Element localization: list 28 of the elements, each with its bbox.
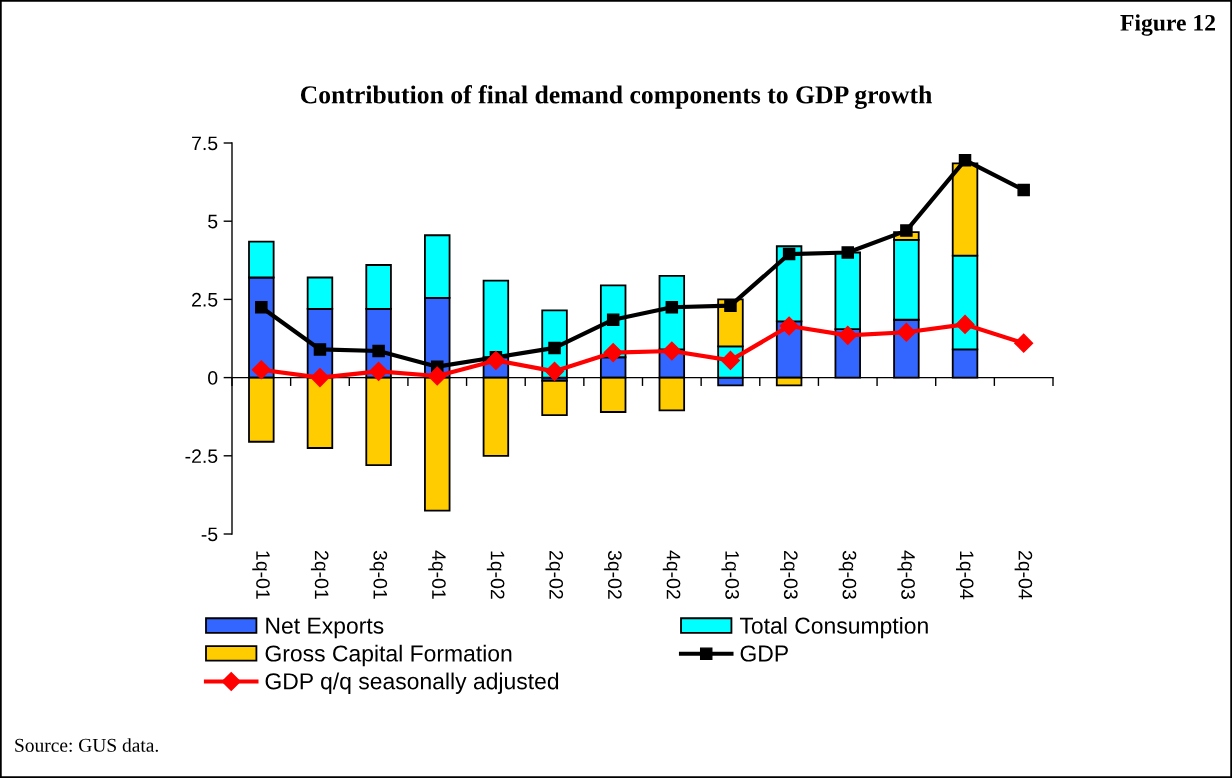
x-tick-label: 4q-02 (662, 550, 681, 599)
x-tick-label: 4q-03 (897, 550, 915, 599)
y-tick-label: -5 (201, 527, 218, 542)
y-tick-label: 7.5 (192, 136, 218, 151)
x-tick-label: 1q-03 (721, 551, 740, 599)
x-tick-label: 3q-02 (604, 550, 622, 599)
source-note: Source: GUS data. (15, 738, 158, 752)
y-tick-label: 5 (208, 214, 218, 229)
x-tick-label: 2q-04 (1014, 550, 1033, 600)
legend-label: GDP (740, 645, 788, 662)
x-tick-label: 1q-01 (252, 551, 270, 599)
x-tick-label: 2q-01 (310, 550, 329, 599)
legend-label: Net Exports (266, 617, 384, 639)
y-tick-label: 2.5 (192, 292, 218, 307)
x-tick-label: 1q-04 (955, 551, 974, 600)
legend-label: Total Consumption (739, 617, 928, 639)
chart-title: Contribution of final demand components to GDP growth (300, 85, 932, 109)
x-tick-label: 2q-02 (545, 550, 564, 599)
x-tick-label: 1q-02 (486, 551, 505, 599)
x-tick-label: 4q-01 (428, 550, 446, 599)
y-tick-label: -2.5 (185, 449, 218, 464)
x-tick-label: 3q-03 (838, 550, 857, 599)
legend-label: Gross Capital Formation (265, 644, 512, 667)
legend-label: GDP q/q seasonally adjusted (265, 672, 559, 694)
y-tick-label: 0 (208, 371, 218, 385)
x-tick-label: 3q-01 (369, 550, 388, 599)
x-tick-label: 2q-03 (780, 550, 798, 599)
caption: Figure 12 (1120, 14, 1215, 36)
